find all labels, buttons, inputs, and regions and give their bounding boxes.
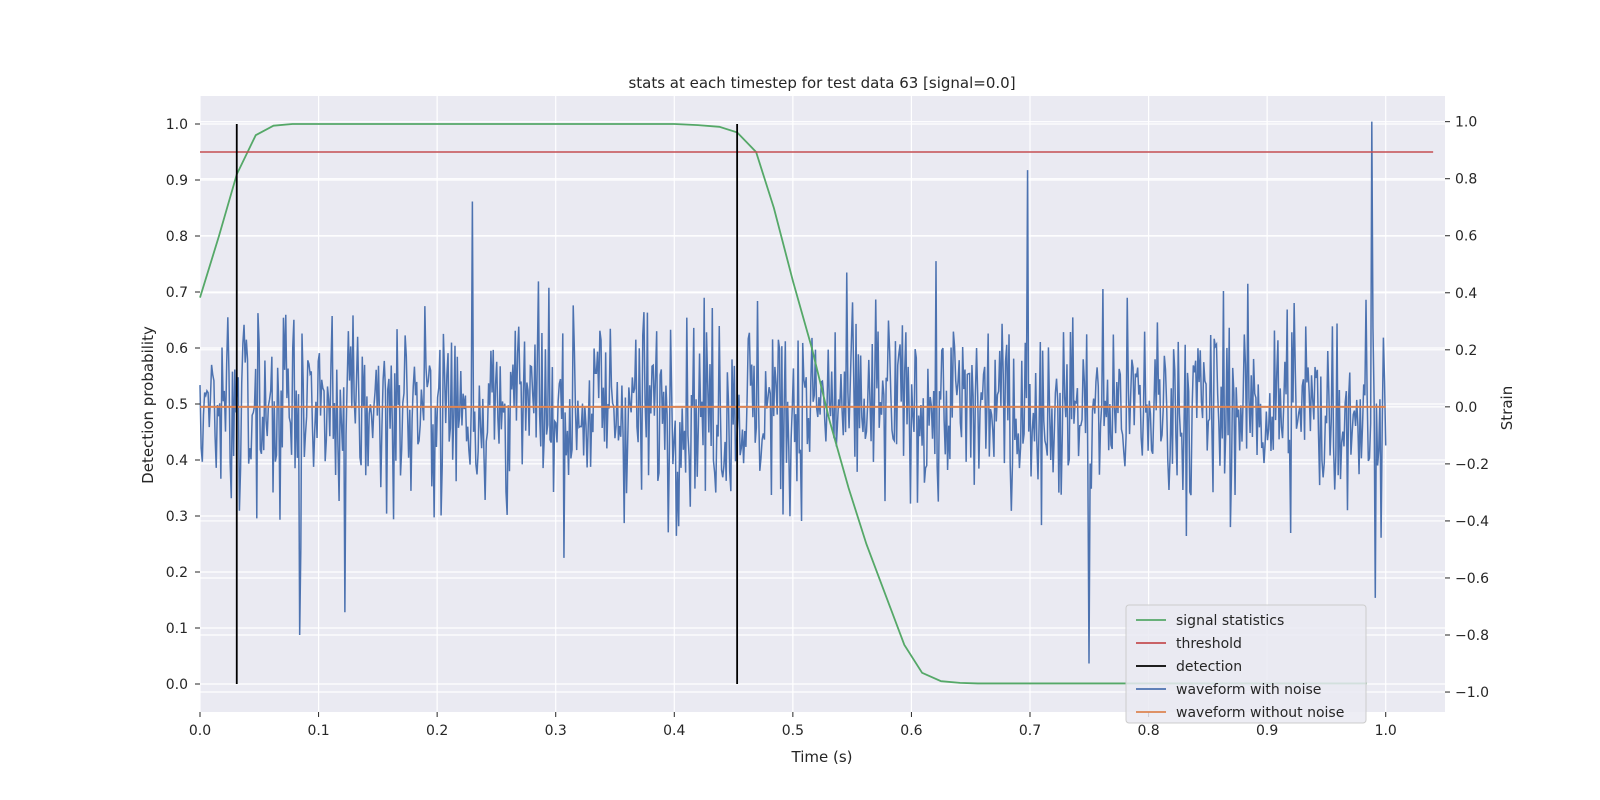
x-tick-label: 0.6	[900, 723, 922, 739]
y-right-tick-label: −1.0	[1455, 685, 1489, 701]
y-right-tick-label: 0.0	[1455, 400, 1477, 416]
y-left-tick-label: 1.0	[166, 117, 188, 133]
y-left-tick-label: 0.6	[166, 341, 188, 357]
x-tick-label: 1.0	[1375, 723, 1397, 739]
legend: signal statistics threshold detection wavef…	[1125, 604, 1367, 724]
y-left-tick-label: 0.0	[166, 677, 188, 693]
y-axis-left-label: Detection probability	[139, 326, 157, 484]
x-tick-label: 0.8	[1137, 723, 1159, 739]
y-left-tick-label: 0.7	[166, 285, 188, 301]
x-tick-label: 0.4	[663, 723, 685, 739]
x-tick-label: 0.7	[1019, 723, 1041, 739]
legend-box	[1125, 604, 1367, 724]
series-layer	[199, 121, 1434, 685]
x-tick-label: 0.3	[545, 723, 567, 739]
x-tick-label: 0.1	[307, 723, 329, 739]
y-right-tick-label: 0.4	[1455, 286, 1477, 302]
y-left-tick-label: 0.8	[166, 229, 188, 245]
series-signal-statistics	[199, 123, 1367, 685]
y-left-tick-label: 0.4	[166, 453, 188, 469]
y-right-tick-label: 0.2	[1455, 343, 1477, 359]
x-tick-label: 0.2	[426, 723, 448, 739]
x-tick-label: 0.9	[1256, 723, 1278, 739]
y-right-tick-label: −0.6	[1455, 571, 1489, 587]
y-left-tick-label: 0.9	[166, 173, 188, 189]
x-tick-label: 0.0	[189, 723, 211, 739]
legend-label: waveform with noise	[1176, 682, 1321, 698]
x-axis-label: Time (s)	[791, 748, 853, 766]
y-right-tick-label: −0.4	[1455, 514, 1489, 530]
legend-label: waveform without noise	[1176, 705, 1344, 721]
y-axis-right-label: Strain	[1498, 386, 1516, 430]
legend-label: threshold	[1176, 636, 1242, 652]
legend-label: detection	[1176, 659, 1242, 675]
y-right-tick-label: 0.6	[1455, 229, 1477, 245]
y-left-tick-label: 0.2	[166, 565, 188, 581]
x-tick-label: 0.5	[782, 723, 804, 739]
y-right-tick-label: 0.8	[1455, 172, 1477, 188]
y-left-tick-label: 0.1	[166, 621, 188, 637]
chart-title: stats at each timestep for test data 63 …	[628, 74, 1015, 92]
y-right-tick-label: −0.2	[1455, 457, 1489, 473]
series-waveform-with-noise	[199, 121, 1387, 664]
y-right-tick-label: 1.0	[1455, 115, 1477, 131]
ticks: 0.0 0.1 0.2 0.3 0.4 0.5 0.6 0.7 0.8 0.9 1.0 0.0 0.1 0…	[166, 115, 1489, 739]
y-left-tick-label: 0.3	[166, 509, 188, 525]
y-left-tick-label: 0.5	[166, 397, 188, 413]
y-right-tick-label: −0.8	[1455, 628, 1489, 644]
legend-label: signal statistics	[1176, 613, 1284, 629]
